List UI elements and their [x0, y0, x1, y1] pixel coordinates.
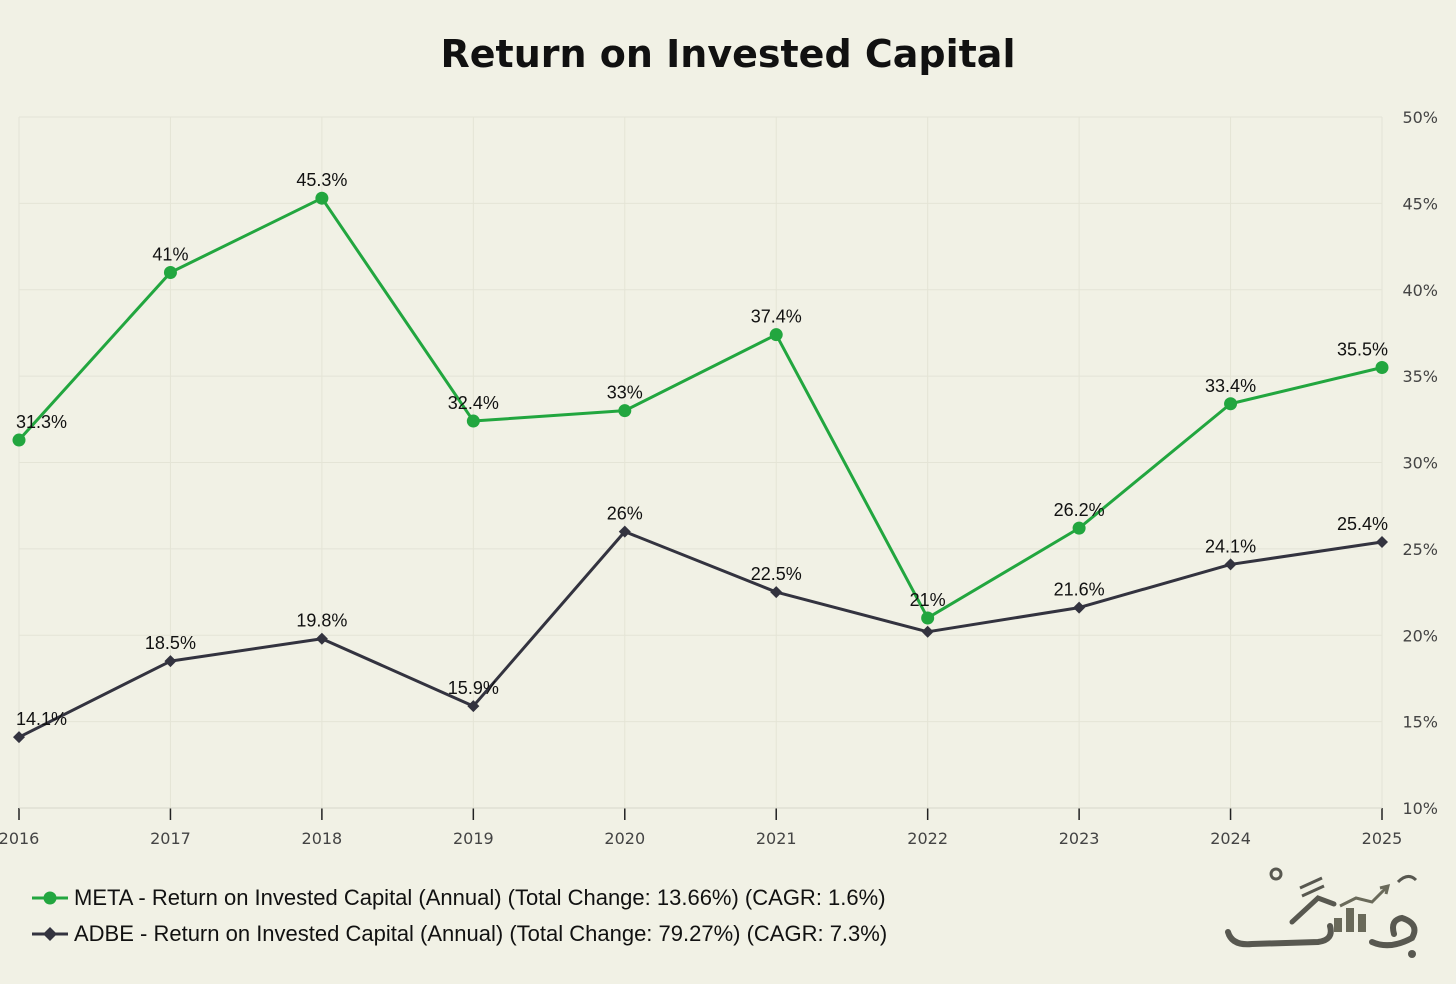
point-marker — [164, 655, 177, 668]
y-tick-label: 15% — [1402, 713, 1438, 732]
point-marker — [467, 700, 480, 713]
point-marker — [466, 414, 480, 428]
data-label: 21.6% — [1054, 580, 1105, 600]
y-tick-label: 10% — [1402, 799, 1438, 818]
x-tick-label: 2016 — [0, 829, 39, 848]
x-tick-label: 2022 — [907, 829, 948, 848]
legend-swatch-circle-icon — [32, 891, 68, 905]
x-tick-label: 2021 — [756, 829, 797, 848]
legend-item-meta[interactable]: META - Return on Invested Capital (Annua… — [32, 880, 887, 916]
y-tick-label: 40% — [1402, 281, 1438, 300]
axes: 10% 15% 20% 25% 30% 35% 40% 45% 50% 2016 2017 2018 2… — [0, 108, 1438, 848]
point-marker — [618, 525, 631, 538]
data-label: 15.9% — [448, 678, 499, 698]
data-label: 45.3% — [296, 170, 347, 190]
point-marker — [13, 731, 25, 744]
point-marker — [163, 265, 177, 279]
data-label: 33% — [607, 383, 643, 403]
point-marker — [921, 611, 935, 625]
y-tick-label: 35% — [1402, 367, 1438, 386]
legend-item-adbe[interactable]: ADBE - Return on Invested Capital (Annua… — [32, 916, 887, 952]
point-marker — [921, 625, 934, 638]
point-marker — [315, 632, 328, 645]
legend-label-adbe: ADBE - Return on Invested Capital (Annua… — [74, 921, 888, 946]
point-marker — [1224, 558, 1237, 571]
data-label: 31.3% — [16, 412, 67, 432]
y-tick-label: 25% — [1402, 540, 1438, 559]
x-tick-label: 2018 — [302, 829, 343, 848]
data-label: 19.8% — [296, 611, 347, 631]
data-label: 25.4% — [1337, 514, 1388, 534]
point-marker — [12, 433, 26, 447]
data-label: 22.5% — [751, 564, 802, 584]
point-marker — [1224, 397, 1238, 411]
y-tick-label: 45% — [1402, 194, 1438, 213]
data-label: 41% — [152, 244, 188, 264]
series-line-1 — [18, 530, 1383, 739]
data-label: 35.5% — [1337, 339, 1388, 359]
data-label: 26.2% — [1054, 500, 1105, 520]
data-label: 33.4% — [1205, 376, 1256, 396]
chart-title: Return on Invested Capital — [440, 32, 1016, 76]
point-marker — [769, 328, 783, 342]
series-line-0 — [17, 196, 1383, 620]
data-label: 24.1% — [1205, 536, 1256, 556]
point-marker — [770, 586, 783, 599]
data-label: 21% — [910, 590, 946, 610]
x-tick-label: 2023 — [1059, 829, 1100, 848]
data-label: 14.1% — [16, 709, 67, 729]
legend: META - Return on Invested Capital (Annua… — [32, 880, 887, 952]
point-marker — [1375, 360, 1389, 374]
data-labels: 31.3% 41% 45.3% 32.4% 33% 37.4% 21% 26.2% 33.4% 3… — [16, 170, 1388, 729]
x-tick-label: 2024 — [1210, 829, 1251, 848]
x-tick-label: 2020 — [604, 829, 645, 848]
y-tick-label: 20% — [1402, 626, 1438, 645]
x-tick-label: 2025 — [1362, 829, 1403, 848]
point-marker — [618, 404, 632, 418]
point-marker — [1073, 601, 1086, 614]
x-tick-label: 2019 — [453, 829, 494, 848]
legend-label-meta: META - Return on Invested Capital (Annua… — [74, 885, 886, 910]
data-label: 26% — [607, 504, 643, 524]
legend-swatch-diamond-icon — [32, 927, 68, 941]
data-label: 18.5% — [145, 633, 196, 653]
data-label: 32.4% — [448, 393, 499, 413]
point-marker — [1072, 521, 1086, 535]
y-tick-label: 30% — [1402, 454, 1438, 473]
brand-logo-icon — [1225, 867, 1418, 958]
y-tick-label: 50% — [1402, 108, 1438, 127]
x-tick-label: 2017 — [150, 829, 191, 848]
point-marker — [1376, 535, 1388, 548]
data-label: 37.4% — [751, 307, 802, 327]
grid — [18, 116, 1383, 809]
series-layer — [12, 191, 1389, 744]
point-marker — [315, 191, 329, 205]
